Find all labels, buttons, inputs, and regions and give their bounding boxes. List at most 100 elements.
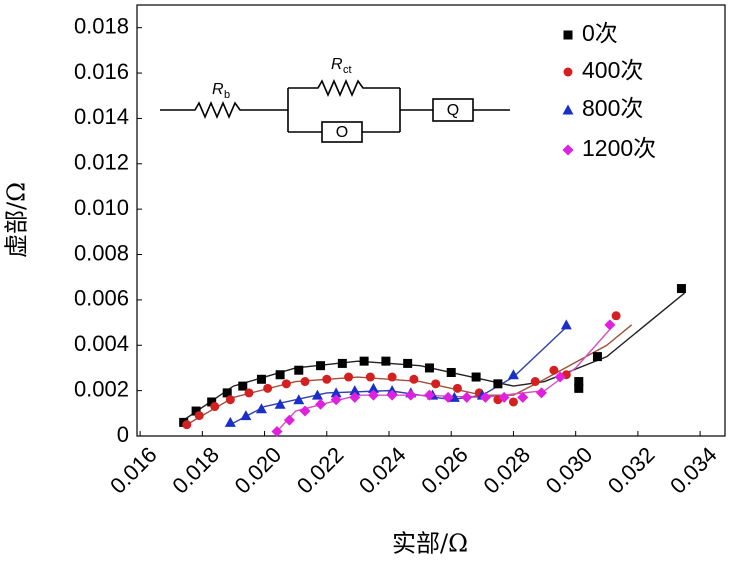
circuit-label: R (331, 56, 343, 73)
data-point (275, 370, 285, 380)
data-point (222, 388, 232, 398)
data-point (507, 369, 519, 380)
y-axis-title: 虚部/Ω (3, 182, 31, 258)
data-point (344, 372, 354, 382)
legend-marker (562, 104, 574, 115)
data-point (300, 377, 310, 387)
data-point (367, 389, 379, 401)
circuit-box (432, 98, 474, 122)
legend-label: 800次 (582, 95, 643, 121)
x-tick-label: 0.026 (416, 442, 473, 499)
data-point (461, 391, 473, 403)
data-point (316, 361, 326, 371)
data-point (676, 284, 686, 294)
data-point (423, 389, 435, 401)
data-point (574, 383, 584, 393)
plot-frame (136, 4, 726, 437)
y-tick-label: 0.014 (74, 104, 129, 129)
data-point (194, 411, 204, 421)
data-point (381, 356, 391, 366)
legend-marker (563, 67, 573, 77)
data-point (299, 405, 311, 417)
y-tick-label: 0.018 (74, 13, 129, 38)
data-point (386, 389, 398, 401)
data-point (224, 416, 236, 427)
y-tick-label: 0 (117, 422, 129, 447)
x-tick-label: 0.016 (105, 442, 162, 499)
data-point (403, 358, 413, 368)
data-point (337, 358, 347, 368)
y-tick-label: 0.012 (74, 150, 129, 175)
x-tick-label: 0.022 (292, 442, 349, 499)
circuit-wires (160, 78, 510, 133)
data-point (255, 403, 267, 414)
data-point (191, 406, 201, 416)
circuit-label: ct (343, 64, 352, 76)
data-point (210, 402, 220, 412)
data-point (471, 372, 481, 382)
fit-line (183, 292, 685, 421)
data-point (508, 397, 518, 407)
data-point (349, 391, 361, 403)
data-point (271, 425, 283, 437)
y-tick-label: 0.010 (74, 195, 129, 220)
y-tick-label: 0.002 (74, 376, 129, 401)
data-point (274, 398, 286, 409)
data-point (263, 383, 273, 393)
data-point (359, 356, 369, 366)
circuit-label: R (212, 81, 224, 98)
data-point (530, 377, 540, 387)
data-point (554, 371, 566, 383)
circuit-label: b (224, 89, 230, 101)
data-point (240, 410, 252, 421)
x-tick-label: 0.032 (603, 442, 660, 499)
data-point (244, 388, 254, 398)
data-point (238, 381, 248, 391)
data-point (535, 387, 547, 399)
y-tick-label: 0.004 (74, 331, 129, 356)
y-tick-label: 0.006 (74, 286, 129, 311)
data-point (283, 414, 295, 426)
data-point (479, 391, 491, 403)
data-point (431, 379, 441, 389)
data-point (574, 377, 584, 387)
data-point (498, 391, 510, 403)
circuit-box (321, 121, 363, 143)
data-point (517, 391, 529, 403)
data-point (405, 389, 417, 401)
data-point (560, 319, 572, 330)
data-point (409, 374, 419, 384)
x-axis-title: 实部/Ω (392, 530, 468, 558)
data-point (611, 311, 621, 321)
data-point (182, 420, 192, 430)
x-tick-label: 0.024 (354, 442, 411, 499)
x-tick-label: 0.028 (478, 442, 535, 499)
data-point (315, 398, 327, 410)
data-point (604, 319, 616, 331)
data-point (322, 374, 332, 384)
data-point (311, 389, 323, 400)
data-point (365, 372, 375, 382)
data-point (387, 372, 397, 382)
data-point (549, 365, 559, 375)
data-point (592, 352, 602, 362)
data-point (281, 379, 291, 389)
x-tick-label: 0.034 (665, 442, 722, 499)
data-point (294, 365, 304, 375)
x-tick-label: 0.018 (167, 442, 224, 499)
data-point (207, 397, 217, 407)
x-tick-label: 0.020 (230, 442, 287, 499)
legend-label: 400次 (582, 57, 643, 83)
data-point (452, 383, 462, 393)
data-point (256, 374, 266, 384)
x-tick-label: 0.030 (541, 442, 598, 499)
data-point (446, 367, 456, 377)
data-point (424, 363, 434, 373)
circuit-label: O (336, 124, 348, 141)
circuit-label: Q (447, 102, 459, 119)
circuit: O Q R b R ct (160, 56, 510, 143)
data-point (225, 395, 235, 405)
legend-label: 1200次 (582, 135, 656, 161)
data-point (367, 382, 379, 393)
